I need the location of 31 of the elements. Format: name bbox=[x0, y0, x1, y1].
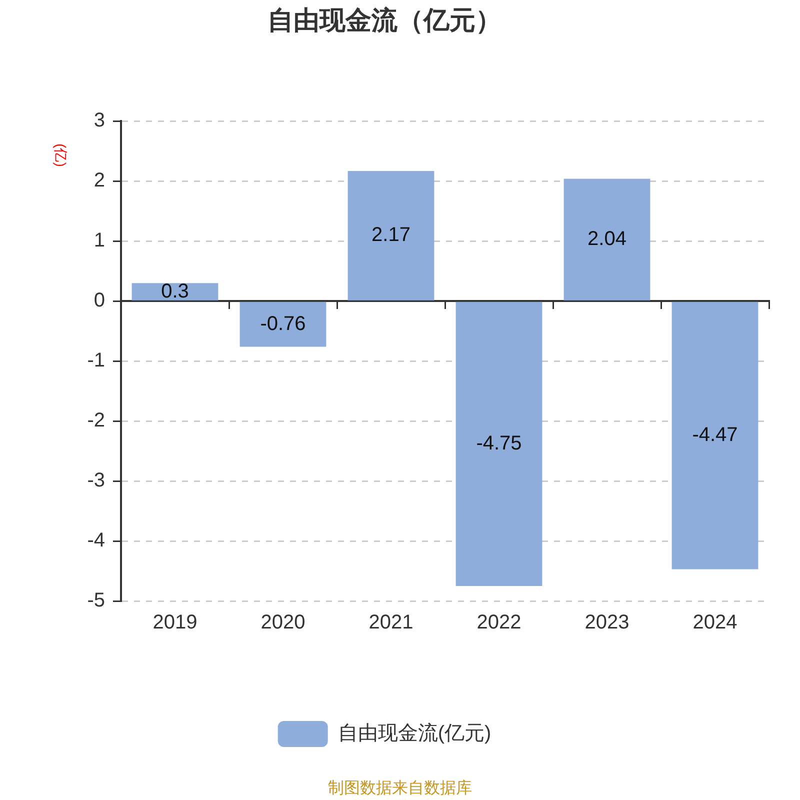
x-tick-label: 2023 bbox=[584, 612, 630, 634]
y-tick-label: 0 bbox=[94, 290, 105, 312]
y-tick-label: -5 bbox=[87, 590, 105, 612]
x-tick-label: 2024 bbox=[692, 612, 738, 634]
bar bbox=[672, 302, 758, 570]
data-label: 2.17 bbox=[372, 224, 410, 246]
legend-label: 自由现金流(亿元) bbox=[338, 722, 492, 745]
x-tick-label: 2021 bbox=[368, 612, 414, 634]
y-tick-label: -2 bbox=[87, 410, 105, 432]
data-label: 2.04 bbox=[588, 228, 626, 250]
bar bbox=[240, 302, 326, 347]
y-tick-label: 2 bbox=[94, 170, 105, 192]
x-tick-label: 2019 bbox=[152, 612, 198, 634]
y-tick-label: -4 bbox=[87, 530, 105, 552]
bar bbox=[348, 170, 434, 300]
y-tick-label: -1 bbox=[87, 350, 105, 372]
bar bbox=[132, 283, 218, 300]
text: 制图数据来自数据库 bbox=[328, 779, 472, 799]
chart-title: 自由现金流（亿元） bbox=[268, 4, 502, 35]
data-label: 0.3 bbox=[161, 280, 189, 302]
data-label: -4.47 bbox=[692, 424, 738, 446]
data-label: -0.76 bbox=[260, 312, 306, 335]
y-tick-label: 3 bbox=[94, 110, 105, 132]
x-tick-label: 2022 bbox=[476, 612, 522, 634]
bar bbox=[564, 178, 650, 300]
y-tick-label: -3 bbox=[87, 470, 105, 492]
bar bbox=[456, 302, 542, 586]
y-tick-label: 1 bbox=[94, 230, 105, 252]
data-label: -4.75 bbox=[476, 432, 522, 454]
x-tick-label: 2020 bbox=[260, 612, 306, 634]
y-axis-title: (亿) bbox=[53, 144, 70, 167]
